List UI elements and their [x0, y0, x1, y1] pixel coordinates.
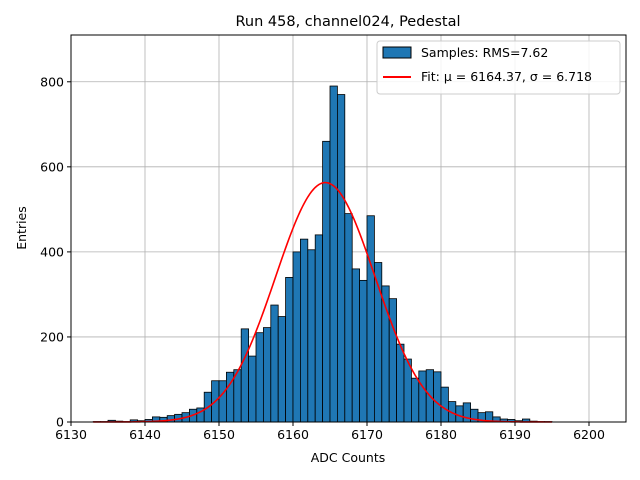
- histogram-bar: [388, 298, 398, 423]
- histogram-bar: [299, 238, 309, 423]
- histogram-bar: [433, 371, 442, 423]
- y-axis-ticks: 0 200 400 600 800: [40, 74, 71, 430]
- histogram-bar: [307, 249, 316, 423]
- histogram-bar: [329, 85, 338, 423]
- x-tick-label: 6170: [351, 427, 383, 442]
- histogram-bar: [218, 380, 227, 423]
- legend-label-fit: Fit: μ = 6164.37, σ = 6.718: [421, 69, 592, 84]
- plot-frame: [70, 34, 627, 423]
- x-tick-label: 6140: [129, 427, 161, 442]
- legend: Samples: RMS=7.62 Fit: μ = 6164.37, σ = …: [376, 40, 621, 95]
- x-tick-label: 6180: [425, 427, 457, 442]
- fit-curve-line: [93, 181, 552, 423]
- histogram-bar: [292, 251, 301, 423]
- y-tick-label: 400: [40, 244, 64, 259]
- histogram-bar: [262, 327, 272, 423]
- histogram-bar: [248, 355, 257, 423]
- histogram-bar: [277, 316, 287, 423]
- histogram-bar: [344, 213, 353, 423]
- x-tick-label: 6200: [573, 427, 605, 442]
- histogram-bar: [440, 386, 449, 423]
- legend-box: [376, 40, 621, 95]
- y-tick-label: 200: [40, 329, 64, 344]
- histogram-bar: [240, 328, 249, 423]
- histogram-bar: [410, 377, 420, 423]
- legend-label-samples: Samples: RMS=7.62: [421, 45, 548, 60]
- fit-curve: [93, 181, 552, 423]
- legend-swatch-samples: [382, 46, 412, 59]
- chart-title: Run 458, channel024, Pedestal: [235, 14, 460, 30]
- histogram-bar: [351, 268, 361, 423]
- x-axis-ticks: 6130 6140 6150 6160 6170 6180 6190 6200: [55, 422, 605, 442]
- y-tick-label: 600: [40, 159, 64, 174]
- histogram-bar: [359, 279, 368, 423]
- histogram-bar: [270, 304, 279, 423]
- y-tick-label: 0: [56, 415, 64, 430]
- x-tick-label: 6160: [277, 427, 309, 442]
- y-axis-label: Entries: [14, 206, 29, 250]
- histogram-bar: [314, 234, 324, 423]
- histogram-bar: [366, 215, 375, 423]
- x-axis-label: ADC Counts: [311, 450, 386, 465]
- x-tick-label: 6190: [499, 427, 531, 442]
- histogram-bar: [336, 94, 346, 423]
- histogram-bar: [455, 405, 464, 423]
- histogram-bar: [403, 358, 412, 423]
- x-tick-label: 6150: [203, 427, 235, 442]
- histogram-bar: [255, 332, 264, 423]
- histogram-bar: [285, 277, 294, 423]
- histogram-bar: [396, 343, 405, 423]
- x-tick-label: 6130: [55, 427, 87, 442]
- y-tick-label: 800: [40, 74, 64, 89]
- histogram-bar: [418, 370, 427, 423]
